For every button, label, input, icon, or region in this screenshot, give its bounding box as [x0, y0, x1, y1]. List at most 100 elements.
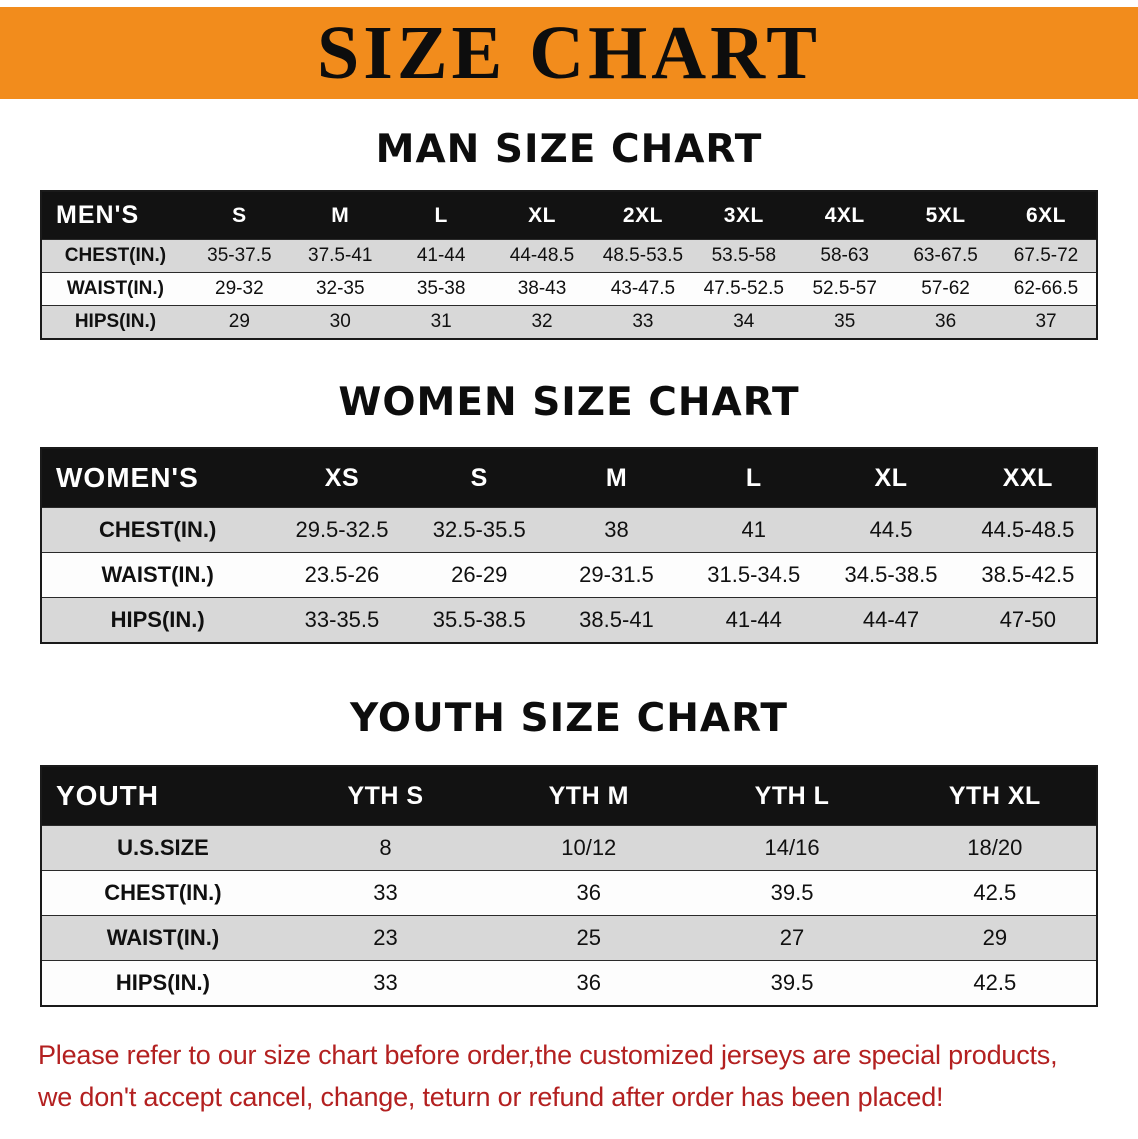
column-header: L	[390, 191, 492, 240]
row-label: U.S.SIZE	[41, 825, 284, 871]
disclaimer-line-1: Please refer to our size chart before or…	[38, 1040, 1058, 1070]
size-chart-page: SIZE CHART MAN SIZE CHART MEN'S S M L XL…	[0, 7, 1138, 1119]
men-size-section: MAN SIZE CHART MEN'S S M L XL 2XL 3XL 4X…	[0, 127, 1138, 340]
row-label: WAIST(IN.)	[41, 552, 274, 598]
row-label: HIPS(IN.)	[41, 305, 189, 339]
table-row: CHEST(IN.) 29.5-32.5 32.5-35.5 38 41 44.…	[41, 507, 1097, 553]
table-cell: 34	[693, 305, 795, 339]
table-cell: 38.5-41	[547, 597, 686, 643]
row-label: CHEST(IN.)	[41, 239, 189, 273]
table-cell: 39.5	[690, 870, 894, 916]
table-cell: 31.5-34.5	[685, 552, 823, 598]
table-cell: 32-35	[289, 272, 391, 306]
youth-size-table: YOUTH YTH S YTH M YTH L YTH XL U.S.SIZE …	[40, 765, 1098, 1007]
table-cell: 33	[592, 305, 694, 339]
disclaimer-note: Please refer to our size chart before or…	[38, 1035, 1100, 1119]
row-label: HIPS(IN.)	[41, 960, 284, 1006]
youth-header-row: YOUTH YTH S YTH M YTH L YTH XL	[41, 766, 1097, 826]
table-cell: 52.5-57	[794, 272, 896, 306]
table-cell: 42.5	[893, 870, 1097, 916]
column-header: XL	[491, 191, 593, 240]
table-cell: 32.5-35.5	[410, 507, 548, 553]
table-cell: 14/16	[690, 825, 894, 871]
page-title: SIZE CHART	[316, 11, 821, 95]
table-row: WAIST(IN.) 23.5-26 26-29 29-31.5 31.5-34…	[41, 552, 1097, 598]
row-label: WAIST(IN.)	[41, 272, 189, 306]
column-header: 2XL	[592, 191, 694, 240]
table-cell: 35-38	[390, 272, 492, 306]
table-cell: 35.5-38.5	[410, 597, 548, 643]
women-header-row: WOMEN'S XS S M L XL XXL	[41, 448, 1097, 508]
table-cell: 26-29	[410, 552, 548, 598]
table-cell: 27	[690, 915, 894, 961]
table-cell: 41-44	[390, 239, 492, 273]
table-cell: 23.5-26	[273, 552, 411, 598]
table-cell: 23	[283, 915, 488, 961]
men-header-row: MEN'S S M L XL 2XL 3XL 4XL 5XL 6XL	[41, 191, 1097, 240]
row-label: CHEST(IN.)	[41, 870, 284, 916]
table-cell: 29-31.5	[547, 552, 686, 598]
table-cell: 44.5-48.5	[959, 507, 1097, 553]
men-table-title: MEN'S	[41, 191, 189, 240]
table-cell: 29	[188, 305, 290, 339]
row-label: HIPS(IN.)	[41, 597, 274, 643]
row-label: CHEST(IN.)	[41, 507, 274, 553]
table-cell: 53.5-58	[693, 239, 795, 273]
table-cell: 47.5-52.5	[693, 272, 795, 306]
table-cell: 41-44	[685, 597, 823, 643]
table-cell: 25	[487, 915, 691, 961]
column-header: YTH S	[283, 766, 488, 826]
table-cell: 44.5	[822, 507, 960, 553]
column-header: XS	[273, 448, 411, 508]
women-size-table: WOMEN'S XS S M L XL XXL CHEST(IN.) 29.5-…	[40, 447, 1098, 644]
table-row: WAIST(IN.) 23 25 27 29	[41, 915, 1097, 961]
table-cell: 35-37.5	[188, 239, 290, 273]
table-cell: 10/12	[487, 825, 691, 871]
table-cell: 57-62	[895, 272, 997, 306]
table-cell: 34.5-38.5	[822, 552, 960, 598]
table-cell: 44-47	[822, 597, 960, 643]
table-cell: 37	[996, 305, 1097, 339]
men-section-heading: MAN SIZE CHART	[375, 127, 763, 172]
table-row: HIPS(IN.) 29 30 31 32 33 34 35 36 37	[41, 305, 1097, 339]
table-cell: 62-66.5	[996, 272, 1097, 306]
table-cell: 37.5-41	[289, 239, 391, 273]
table-cell: 38.5-42.5	[959, 552, 1097, 598]
women-size-section: WOMEN SIZE CHART WOMEN'S XS S M L XL XXL	[0, 380, 1138, 644]
table-cell: 33	[283, 960, 488, 1006]
column-header: XXL	[959, 448, 1097, 508]
youth-table-title: YOUTH	[41, 766, 284, 826]
table-cell: 36	[895, 305, 997, 339]
women-section-heading: WOMEN SIZE CHART	[338, 380, 800, 425]
table-cell: 39.5	[690, 960, 894, 1006]
table-cell: 33	[283, 870, 488, 916]
column-header: YTH M	[487, 766, 691, 826]
table-row: HIPS(IN.) 33-35.5 35.5-38.5 38.5-41 41-4…	[41, 597, 1097, 643]
column-header: 5XL	[895, 191, 997, 240]
table-cell: 35	[794, 305, 896, 339]
table-cell: 43-47.5	[592, 272, 694, 306]
table-row: CHEST(IN.) 35-37.5 37.5-41 41-44 44-48.5…	[41, 239, 1097, 273]
table-row: CHEST(IN.) 33 36 39.5 42.5	[41, 870, 1097, 916]
column-header: XL	[822, 448, 960, 508]
table-cell: 48.5-53.5	[592, 239, 694, 273]
table-row: HIPS(IN.) 33 36 39.5 42.5	[41, 960, 1097, 1006]
table-cell: 18/20	[893, 825, 1097, 871]
disclaimer-line-2: we don't accept cancel, change, teturn o…	[38, 1081, 944, 1112]
banner: SIZE CHART	[0, 7, 1138, 99]
youth-section-heading: YOUTH SIZE CHART	[350, 696, 788, 741]
column-header: L	[685, 448, 823, 508]
women-table-title: WOMEN'S	[41, 448, 274, 508]
table-cell: 29	[893, 915, 1097, 961]
column-header: YTH XL	[893, 766, 1097, 826]
table-cell: 29.5-32.5	[273, 507, 411, 553]
table-cell: 42.5	[893, 960, 1097, 1006]
column-header: 6XL	[996, 191, 1097, 240]
column-header: 3XL	[693, 191, 795, 240]
row-label: WAIST(IN.)	[41, 915, 284, 961]
table-row: WAIST(IN.) 29-32 32-35 35-38 38-43 43-47…	[41, 272, 1097, 306]
table-cell: 47-50	[959, 597, 1097, 643]
table-cell: 8	[283, 825, 488, 871]
column-header: M	[289, 191, 391, 240]
column-header: YTH L	[690, 766, 894, 826]
